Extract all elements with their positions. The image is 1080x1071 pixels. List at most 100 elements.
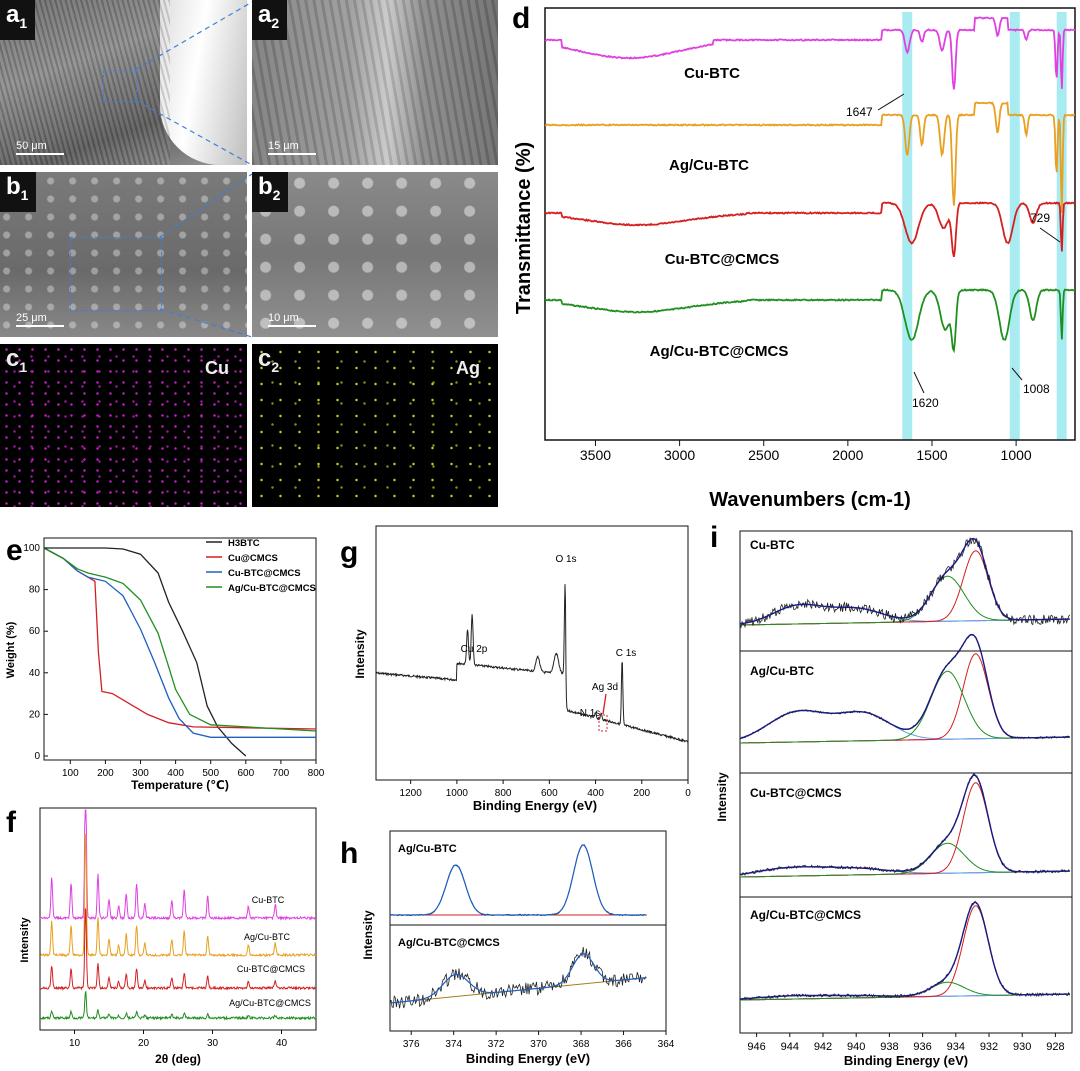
ag3d-fit-line [390,844,646,916]
ag3d-fit-line [389,953,646,1004]
xrd-line [39,833,317,958]
x-axis-label: Binding Energy (eV) [473,798,597,813]
tga-chart: e 100 200 300 400 500 600 700 800 0 20 40 60 80 100 T… [5,534,325,792]
annotation-729: 729 [1030,211,1050,225]
series-label-ag-cu-btc-cmcs: Ag/Cu-BTC@CMCS [650,343,789,360]
cu2p-envelope-line [739,633,1070,740]
x-tick-label: 938 [880,1041,898,1053]
y-tick-label: 100 [23,543,40,554]
series-label-ag-cu-btc-cmcs: Ag/Cu-BTC@CMCS [398,937,500,949]
sem-image-a2: a2 15 μm [252,0,498,165]
y-tick-label: 40 [29,668,41,679]
x-tick-label: 400 [167,768,184,779]
xps-survey-line [375,584,689,743]
x-tick-label: 20 [138,1038,150,1049]
xrd-line [39,990,317,1021]
series-label-ag-cu-btc: Ag/Cu-BTC [244,932,291,942]
x-tick-label: 500 [202,768,219,779]
x-tick-label: 372 [488,1039,505,1050]
highlight-band [1056,12,1067,440]
ftir-chart: d 3500 3000 2500 2000 1500 1000 Wavenumbers (… [512,2,1076,511]
y-axis-label: Weight (%) [5,621,17,678]
x-tick-label: 946 [747,1041,765,1053]
peak-label-c1s: C 1s [616,648,637,659]
annotation-1647: 1647 [846,105,873,119]
ag3d-raw-line [389,946,647,1009]
y-tick-label: 20 [29,709,41,720]
xps-ag3d-chart: h 376 374 372 370 368 366 364 Binding Energy (… [340,830,675,1066]
highlight-band [1009,12,1020,440]
scale-bar: 10 μm [268,312,316,327]
plot-frame [389,830,667,1032]
scale-bar: 50 μm [16,140,64,155]
x-tick-label: 944 [781,1041,799,1053]
x-tick-label: 374 [445,1039,462,1050]
x-axis-label: 2θ (deg) [155,1052,201,1066]
series-label-ag-cu-btc: Ag/Cu-BTC [398,843,457,855]
x-tick-label: 200 [97,768,114,779]
cu2p-envelope-line [740,901,1070,1000]
x-tick-label: 0 [685,788,691,799]
cu2p-envelope-line [739,537,1070,625]
x-tick-label: 1200 [400,788,423,799]
satellite-fit-line [739,710,1070,740]
series-label-cu-btc: Cu-BTC [750,538,795,552]
x-tick-label: 700 [273,768,290,779]
x-tick-label: 370 [530,1039,547,1050]
x-tick-label: 942 [814,1041,832,1053]
spectrum-line [544,288,1076,354]
xrd-chart: f 10 20 30 40 2θ (deg) Intensity Cu-BTC Ag/… [6,806,317,1066]
series-label-cu-btc-cmcs: Cu-BTC@CMCS [237,964,305,974]
x-tick-label: 1000 [1001,447,1032,463]
element-label: Cu [205,358,229,378]
x-tick-label: 368 [573,1039,590,1050]
ag3d-raw-line [389,844,647,917]
cu2p-raw-line [739,537,1071,629]
zoom-guide-lines [134,1,253,338]
series-label-ag-cu-btc: Ag/Cu-BTC [669,157,749,174]
y-axis-label: Intensity [715,772,729,822]
x-tick-label: 30 [207,1038,219,1049]
peak-label-ag3d: Ag 3d [592,682,618,693]
panel-letter-h: h [340,837,358,870]
x-tick-label: 600 [237,768,254,779]
plot-frame [43,537,317,761]
scale-bar: 25 μm [16,312,64,327]
x-tick-label: 100 [62,768,79,779]
panel-letter-g: g [340,536,358,569]
plot-frame [375,525,689,781]
x-tick-label: 600 [541,788,558,799]
x-tick-label: 930 [1013,1041,1031,1053]
series-label-ag-cu-btc-cmcs: Ag/Cu-BTC@CMCS [750,908,861,922]
eds-map-cu: c1 Cu [0,344,247,507]
x-tick-label: 932 [980,1041,998,1053]
x-tick-label: 376 [403,1039,420,1050]
y-axis-label: Intensity [19,917,31,963]
panel-letter-i: i [710,521,718,554]
y-tick-label: 0 [34,751,40,762]
x-tick-label: 800 [308,768,325,779]
x-tick-label: 364 [658,1039,675,1050]
legend-label: H3BTC [228,538,260,549]
panel-tag-b2: b2 [252,172,289,212]
highlight-band [902,12,913,440]
series-label-ag-cu-btc: Ag/Cu-BTC [750,664,814,678]
x-tick-label: 940 [847,1041,865,1053]
series-label-cu-btc-cmcs: Cu-BTC@CMCS [665,251,780,268]
x-axis-label: Temperature (℃) [131,778,229,792]
x-tick-label: 3000 [664,447,695,463]
annotation-arrow [1011,367,1023,381]
y-axis-label: Intensity [361,910,375,960]
panel-letter-f: f [6,806,17,839]
tga-line [43,547,316,738]
x-tick-label: 400 [587,788,604,799]
y-tick-label: 80 [29,585,41,596]
x-tick-label: 800 [495,788,512,799]
x-axis-label: Wavenumbers (cm-1) [709,489,911,511]
legend-label: Ag/Cu-BTC@CMCS [228,583,316,594]
spectrum-line [544,201,1076,258]
x-tick-label: 936 [913,1041,931,1053]
xrd-line [39,809,317,921]
legend-label: Cu@CMCS [228,553,278,564]
x-axis-label: Binding Energy (eV) [466,1051,590,1066]
